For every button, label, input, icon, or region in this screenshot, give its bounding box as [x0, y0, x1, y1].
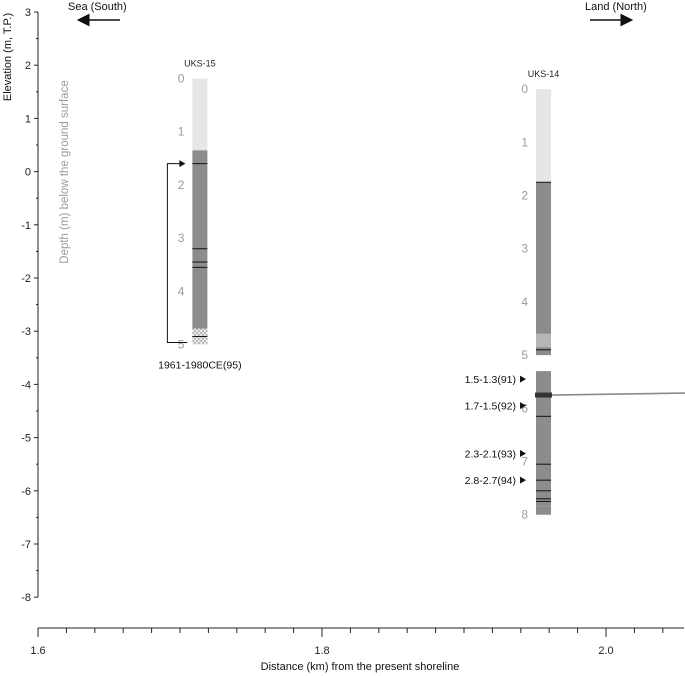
- x-tick-label: 1.8: [314, 645, 329, 657]
- core-uks-14: UKS-140 1 2 3 4 5 6 7 8 1.5-1.3(91) 1.7-1.5(92) 2.3…: [465, 69, 560, 522]
- y-tick-label: -7: [21, 539, 31, 551]
- core-layer-mud: [192, 150, 208, 329]
- y-tick-label: -2: [21, 273, 31, 285]
- sample-arrow-icon: [520, 476, 527, 484]
- core-layer-mud: [536, 506, 552, 515]
- depth-axis-title: Depth (m) below the ground surface: [59, 80, 71, 263]
- x-axis: 1.61.82.02.22.4: [30, 627, 684, 657]
- depth-tick-label: 0: [521, 82, 528, 96]
- y-axis-title: Elevation (m, T.P.): [2, 13, 14, 101]
- direction-land-label: Land (North): [585, 1, 647, 13]
- depth-tick-label: 3: [178, 231, 185, 245]
- depth-tick-label: 6: [521, 401, 528, 415]
- depth-tick-label: 3: [521, 242, 528, 256]
- depth-tick-label: 5: [521, 348, 528, 362]
- core-layer-fill: [536, 89, 552, 183]
- depth-tick-label: 2: [521, 189, 528, 203]
- correlation-lines: [535, 392, 685, 398]
- sample-arrow-icon: [520, 375, 527, 383]
- core-layer-mud: [536, 347, 552, 356]
- cores: UKS-150123451961-1980CE(95)UKS-140123456…: [158, 59, 560, 522]
- depth-tick-label: 1: [178, 125, 185, 139]
- depth-tick-label: 8: [521, 508, 528, 522]
- y-tick-label: -5: [21, 433, 31, 445]
- x-tick-label: 2.0: [598, 645, 613, 657]
- sample-arrow-icon: [520, 402, 527, 410]
- y-tick-label: 3: [25, 7, 31, 19]
- sample-label: 1.7-1.5(92): [465, 401, 516, 413]
- core-layer-light: [536, 333, 552, 348]
- sample-label: 2.3-2.1(93): [465, 449, 516, 461]
- depth-tick-label: 1: [521, 135, 528, 149]
- y-tick-label: -1: [21, 220, 31, 232]
- y-tick-label: -6: [21, 486, 31, 498]
- depth-tick-label: 7: [521, 455, 528, 469]
- y-axis: 3 2 1 0 -1 -2 -3 -4 -5 -6 -7 -8: [21, 7, 39, 604]
- correlation-line: [551, 392, 685, 396]
- x-tick-label: 1.6: [30, 645, 45, 657]
- depth-tick-label: 2: [178, 178, 185, 192]
- x-axis-title: Distance (km) from the present shoreline: [261, 661, 460, 673]
- core-layer-fill: [192, 78, 208, 151]
- y-tick-label: 2: [25, 60, 31, 72]
- core-title: UKS-14: [528, 69, 560, 79]
- core-title: UKS-15: [184, 59, 216, 69]
- y-tick-label: -4: [21, 379, 31, 391]
- correlation-horizon: [535, 392, 553, 398]
- sample-label: 1961-1980CE(95): [158, 360, 241, 372]
- core-layer-mud: [536, 182, 552, 334]
- sample-arrow-icon: [520, 450, 527, 458]
- y-tick-label: 0: [25, 167, 31, 179]
- core-layer-mud: [536, 371, 552, 507]
- depth-tick-label: 4: [521, 295, 528, 309]
- y-tick-label: -3: [21, 326, 31, 338]
- depth-tick-label: 4: [178, 284, 185, 298]
- bracket-arrow-icon: [179, 160, 186, 168]
- depth-tick-label: 0: [178, 72, 185, 86]
- y-tick-label: -8: [21, 592, 31, 604]
- direction-sea-label: Sea (South): [68, 1, 127, 13]
- core-uks-15: UKS-15 0 1 2 3 4 5 1961-1980CE(95): [158, 59, 241, 372]
- sample-bracket: [166, 163, 188, 343]
- depth-tick-label: 5: [178, 338, 185, 352]
- y-tick-label: 1: [25, 113, 31, 125]
- sample-label: 2.8-2.7(94): [465, 475, 516, 487]
- sample-label: 1.5-1.3(91): [465, 374, 516, 386]
